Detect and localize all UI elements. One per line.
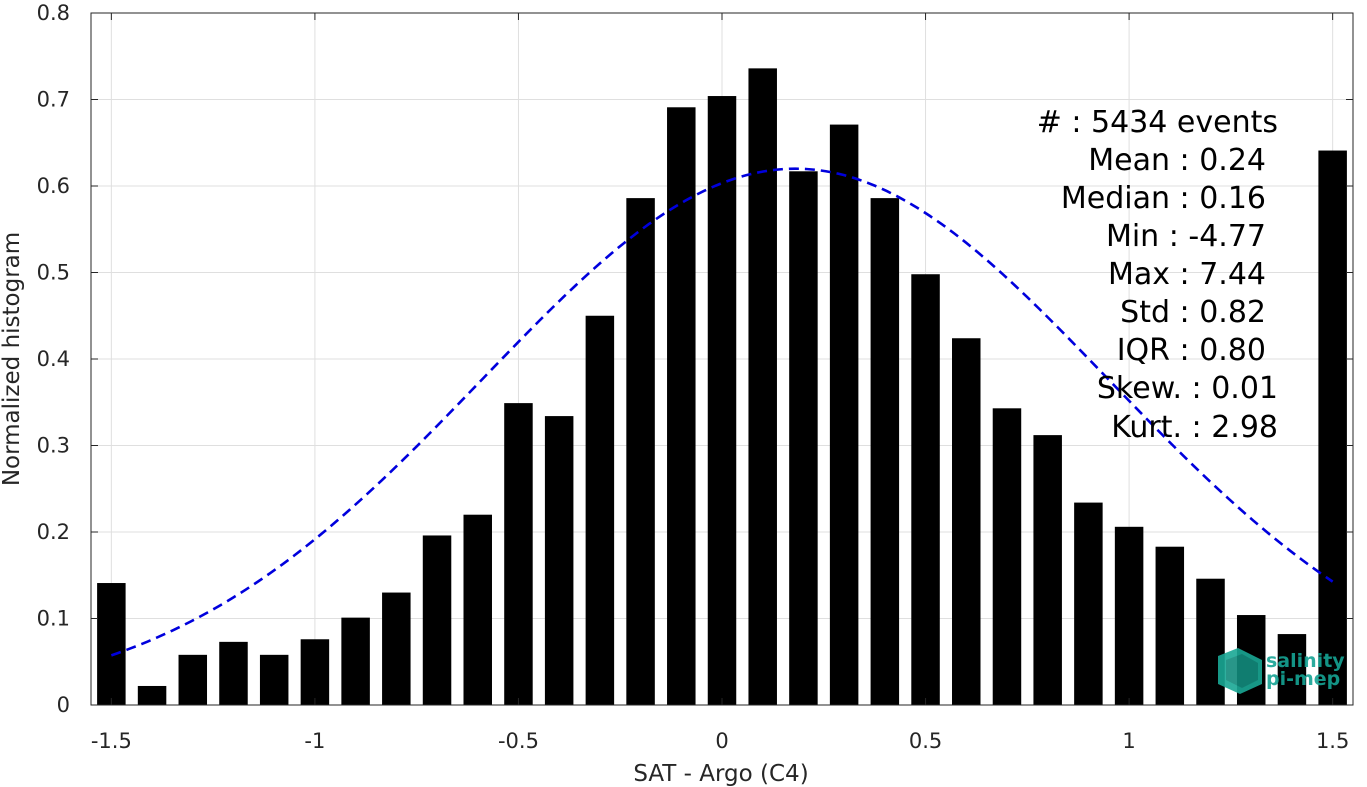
- histogram-bar: [870, 198, 900, 706]
- histogram-bar: [667, 107, 696, 705]
- x-tick-label: 1: [1122, 729, 1135, 753]
- histogram-bar: [911, 274, 940, 705]
- histogram-bar: [219, 641, 248, 705]
- stat-min: Min : -4.77: [1106, 219, 1266, 254]
- histogram-bar: [789, 171, 818, 706]
- logo-text-line1: salinity: [1266, 650, 1345, 672]
- y-tick-label: 0.8: [37, 1, 70, 25]
- x-tick-label: -1.5: [91, 729, 132, 753]
- y-axis-label: Normalized histogram: [0, 232, 25, 486]
- histogram-bar: [992, 408, 1022, 705]
- histogram-bar: [259, 654, 289, 705]
- histogram-bar: [1033, 435, 1062, 705]
- stat-mean: Mean : 0.24: [1088, 143, 1266, 178]
- histogram-bar: [1074, 502, 1103, 705]
- histogram-bar: [463, 514, 492, 705]
- stat-events: # : 5434 events: [1037, 105, 1278, 140]
- histogram-bar: [585, 315, 615, 705]
- y-tick-label: 0.6: [37, 174, 70, 198]
- stat-std: Std : 0.82: [1120, 295, 1266, 330]
- y-tick-label: 0.7: [37, 88, 70, 112]
- histogram-bar: [382, 592, 411, 705]
- x-tick-label: 1.5: [1316, 729, 1349, 753]
- x-tick-label: 0: [715, 729, 728, 753]
- histogram-bar: [1277, 634, 1307, 705]
- histogram-bar: [1114, 526, 1144, 705]
- histogram-bar: [1196, 578, 1225, 705]
- histogram-bar: [504, 403, 533, 705]
- stat-kurt: Kurt. : 2.98: [1111, 410, 1278, 445]
- histogram-bar: [544, 416, 574, 705]
- histogram-bar: [748, 68, 777, 706]
- y-tick-label: 0.5: [37, 261, 70, 285]
- histogram-bar: [137, 685, 167, 705]
- x-tick-label: -0.5: [498, 729, 539, 753]
- x-tick-label: -1: [304, 729, 325, 753]
- y-tick-label: 0.2: [37, 520, 70, 544]
- histogram-bar: [1155, 546, 1185, 705]
- histogram-bar: [1318, 150, 1347, 705]
- stat-max: Max : 7.44: [1108, 257, 1266, 292]
- histogram-bar: [707, 96, 737, 706]
- salinity-pimep-logo: salinity pi-mep: [1218, 648, 1345, 694]
- y-axis-ticks: 0 0.1 0.2 0.3 0.4 0.5 0.6 0.7 0.8: [37, 1, 1353, 717]
- histogram-bar: [300, 639, 330, 705]
- logo-text-line2: pi-mep: [1266, 668, 1340, 690]
- y-tick-label: 0.3: [37, 434, 70, 458]
- histogram-bar: [829, 124, 859, 705]
- stat-skew: Skew. : 0.01: [1097, 371, 1278, 406]
- x-tick-label: 0.5: [909, 729, 942, 753]
- x-axis-ticks: -1.5 -1 -0.5 0 0.5 1 1.5: [91, 13, 1349, 753]
- histogram-bars: [97, 68, 1347, 706]
- statistics-box: # : 5434 events Mean : 0.24 Median : 0.1…: [1037, 105, 1278, 445]
- stat-median: Median : 0.16: [1061, 181, 1266, 216]
- gaussian-fit-curve: [110, 167, 1334, 657]
- y-tick-label: 0.4: [37, 347, 70, 371]
- histogram-bar: [341, 617, 370, 705]
- y-tick-label: 0.1: [37, 607, 70, 631]
- y-tick-label: 0: [57, 693, 70, 717]
- histogram-bar: [422, 535, 452, 705]
- x-axis-label: SAT - Argo (C4): [633, 761, 808, 787]
- histogram-bar: [178, 654, 208, 705]
- histogram-bar: [626, 198, 655, 706]
- histogram-bar: [97, 583, 126, 705]
- stat-iqr: IQR : 0.80: [1117, 333, 1266, 368]
- histogram-bar: [952, 338, 981, 705]
